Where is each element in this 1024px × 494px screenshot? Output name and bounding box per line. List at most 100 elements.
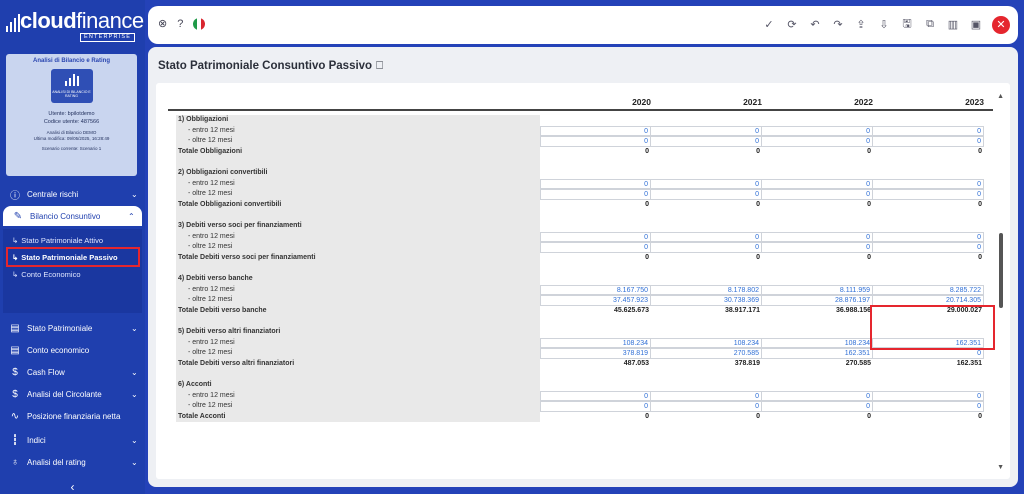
table-row[interactable]: - entro 12 mesi 0 0 0 0 [168,125,993,137]
sidebar-item-analisi-del-rating[interactable]: ♁ Analisi del rating ⌄ [0,452,145,472]
value-input[interactable]: 162.351 [873,337,984,349]
collapse-sidebar-icon[interactable]: ‹ [70,480,75,494]
value-input[interactable]: 8.178.802 [651,284,762,296]
sidebar-item-posizione-finanziaria-netta[interactable]: ∿ Posizione finanziaria netta [0,406,145,426]
scrollbar-thumb[interactable] [999,233,1003,308]
value-input[interactable]: 0 [651,231,762,243]
value-input[interactable]: 108.234 [651,337,762,349]
value-input[interactable]: 0 [762,401,873,412]
subitem-stato-patrimoniale-passivo[interactable]: ↳ Stato Patrimoniale Passivo [12,253,118,262]
scroll-up-icon[interactable]: ▲ [997,93,1004,100]
sidebar: cloudfinance ENTERPRISE Analisi di Bilan… [0,0,145,494]
value-input[interactable]: 0 [873,125,984,137]
layout-icon[interactable]: ▣ [970,19,982,31]
chart-icon [64,74,79,86]
value-input[interactable]: 162.351 [762,348,873,359]
sidebar-item-stato-patrimoniale[interactable]: ▤ Stato Patrimoniale ⌄ [0,318,145,338]
table-body[interactable]: 1) Obbligazioni - entro 12 mesi 0 0 0 0- oltr… [168,113,993,468]
row-label: - entro 12 mesi [176,337,540,349]
table-row[interactable]: - oltre 12 mesi 0 0 0 0 [168,242,993,253]
value-input[interactable]: 0 [873,178,984,190]
value-input[interactable]: 270.585 [651,348,762,359]
value-input[interactable]: 0 [651,390,762,402]
support-icon[interactable]: ⊗ [158,18,168,30]
sidebar-item-label: Stato Patrimoniale [27,323,93,333]
table-row[interactable]: - entro 12 mesi 0 0 0 0 [168,390,993,402]
table-row[interactable]: - entro 12 mesi 0 0 0 0 [168,231,993,243]
value-input[interactable]: 0 [540,125,651,137]
value-input[interactable]: 108.234 [762,337,873,349]
sidebar-item-cash-flow[interactable]: $ Cash Flow ⌄ [0,362,145,382]
download-icon[interactable]: ⇩ [879,19,889,31]
value-input[interactable]: 0 [873,189,984,200]
dollar-icon: $ [12,388,18,400]
scrollbar[interactable] [998,93,1004,473]
value-input[interactable]: 378.819 [540,348,651,359]
subitem-stato-patrimoniale-attivo[interactable]: ↳ Stato Patrimoniale Attivo [12,236,103,245]
sidebar-item-bilancio-consuntivo[interactable]: ✎ Bilancio Consuntivo ⌃ [3,206,142,226]
table-row[interactable]: - oltre 12 mesi 0 0 0 0 [168,189,993,200]
value-input[interactable]: 0 [762,178,873,190]
value-input[interactable]: 0 [651,189,762,200]
value-input[interactable]: 0 [762,242,873,253]
undo-icon[interactable]: ↶ [810,19,820,31]
value-input[interactable]: 0 [873,231,984,243]
columns-icon[interactable]: ▥ [947,19,959,31]
value-cell: 45.625.673 [613,306,649,314]
table-row[interactable]: - oltre 12 mesi 0 0 0 0 [168,136,993,147]
table-row[interactable]: - entro 12 mesi 0 0 0 0 [168,178,993,190]
value-input[interactable]: 0 [540,401,651,412]
value-input[interactable]: 0 [540,189,651,200]
value-input[interactable]: 0 [540,242,651,253]
value-input[interactable]: 8.111.959 [762,284,873,296]
refresh-icon[interactable]: ⟳ [787,19,797,31]
value-input[interactable]: 0 [873,136,984,147]
sidebar-item-centrale-rischi[interactable]: ⓘ Centrale rischi ⌄ [0,184,145,204]
logo-bars-icon [6,14,20,32]
value-input[interactable]: 28.876.197 [762,295,873,306]
save-icon[interactable]: 🖫 [902,18,912,30]
value-input[interactable]: 0 [873,401,984,412]
value-input[interactable]: 30.738.369 [651,295,762,306]
table-row[interactable]: - entro 12 mesi 108.234 108.234 108.234 162.… [168,337,993,349]
language-flag-icon[interactable] [193,17,206,30]
table-row[interactable]: - oltre 12 mesi 0 0 0 0 [168,401,993,412]
sidebar-item-conto-economico[interactable]: ▤ Conto economico [0,340,145,360]
subitem-conto-economico[interactable]: ↳ Conto Economico [12,270,81,279]
value-input[interactable]: 8.285.722 [873,284,984,296]
value-input[interactable]: 0 [540,178,651,190]
spacer-row [168,369,993,380]
confirm-icon[interactable]: ✓ [764,19,774,31]
value-input[interactable]: 37.457.923 [540,295,651,306]
value-input[interactable]: 0 [651,125,762,137]
value-input[interactable]: 0 [540,136,651,147]
logo-edition: ENTERPRISE [80,33,136,42]
copy-icon[interactable]: ⧉ [926,18,934,30]
value-input[interactable]: 8.167.750 [540,284,651,296]
value-input[interactable]: 0 [651,136,762,147]
value-input[interactable]: 0 [762,125,873,137]
value-input[interactable]: 0 [762,189,873,200]
value-input[interactable]: 0 [540,390,651,402]
upload-icon[interactable]: ⇪ [856,19,866,31]
table-row[interactable]: - entro 12 mesi 8.167.750 8.178.802 8.111.9… [168,284,993,296]
close-icon[interactable]: ✕ [992,15,1010,34]
value-input[interactable]: 108.234 [540,337,651,349]
notebook-icon[interactable]: ⎕ [376,60,383,72]
scroll-down-icon[interactable]: ▼ [997,464,1004,471]
sidebar-item-indici[interactable]: ┇ Indici ⌄ [0,430,145,450]
value-input[interactable]: 0 [873,390,984,402]
value-input[interactable]: 0 [762,390,873,402]
value-input[interactable]: 0 [873,242,984,253]
value-input[interactable]: 0 [762,136,873,147]
value-input[interactable]: 0 [762,231,873,243]
value-input[interactable]: 0 [651,178,762,190]
total-row: Totale Acconti 0 0 0 0 [168,411,993,423]
value-input[interactable]: 0 [651,242,762,253]
value-input[interactable]: 0 [651,401,762,412]
cloudfinance-logo[interactable]: cloudfinance ENTERPRISE [6,8,144,42]
redo-icon[interactable]: ↷ [833,19,843,31]
help-icon[interactable]: ? [177,17,184,30]
sidebar-item-analisi-del-circolante[interactable]: $ Analisi del Circolante ⌄ [0,384,145,404]
value-input[interactable]: 0 [540,231,651,243]
